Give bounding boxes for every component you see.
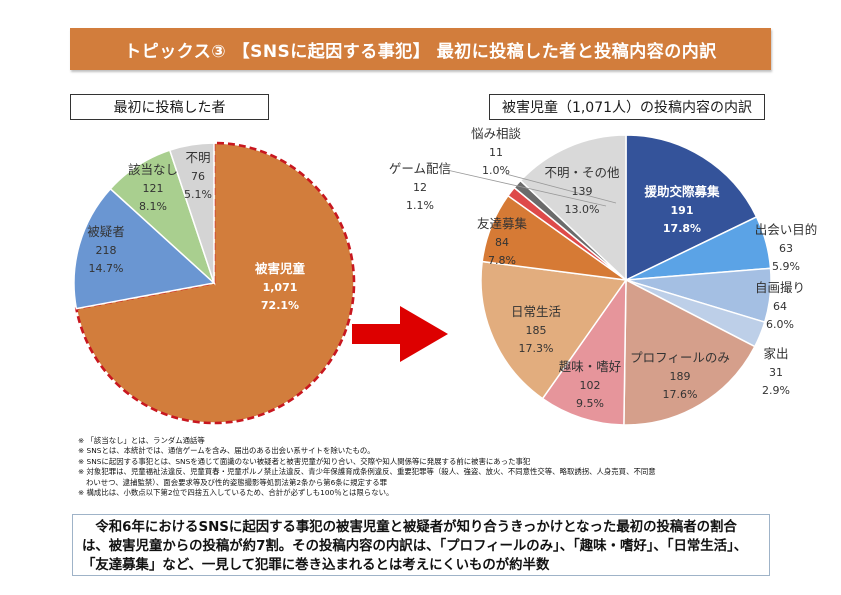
slice-percent: 6.0% — [766, 318, 794, 331]
footnote: ※ 「該当なし」とは、ランダム通話等 — [78, 436, 205, 445]
slice-value: 102 — [580, 379, 601, 392]
slice-label: 自画撮り — [755, 280, 805, 295]
slice-percent: 2.9% — [762, 384, 790, 397]
highlight-border — [74, 141, 356, 425]
footnote: ※ SNSに起因する事犯とは、SNSを通じて面識のない被疑者と被害児童が知り合い… — [78, 456, 531, 466]
slice-value: 191 — [671, 204, 694, 217]
footnote: ※ 構成比は、小数点以下第2位で四捨五入しているため、合計が必ずしも100％とは… — [78, 488, 394, 498]
pie-slice-5 — [541, 277, 627, 426]
pie-slice-4 — [623, 278, 756, 426]
slice-value: 189 — [670, 370, 691, 383]
slice-label: 該当なし — [128, 162, 178, 177]
slice-percent: 17.3% — [519, 342, 554, 355]
slice-label: 不明・その他 — [544, 165, 620, 180]
pie-slice-6 — [480, 260, 628, 400]
slice-value: 11 — [489, 146, 503, 159]
slice-value: 218 — [96, 244, 117, 257]
slice-percent: 7.8% — [488, 254, 516, 267]
slice-percent: 14.7% — [89, 262, 124, 275]
slice-percent: 17.8% — [663, 222, 701, 235]
pie-slice-3 — [168, 142, 215, 284]
slice-value: 84 — [495, 236, 509, 249]
slice-value: 12 — [413, 181, 427, 194]
leader-line — [505, 173, 617, 204]
slice-value: 139 — [572, 185, 593, 198]
slice-label: 趣味・嗜好 — [559, 359, 622, 374]
slice-label: 不明 — [185, 150, 210, 165]
slice-percent: 1.1% — [406, 199, 434, 212]
slice-label: 友達募集 — [477, 216, 528, 231]
summary-box: 令和6年におけるSNSに起因する事犯の被害児童と被疑者が知り合うきっかけとなった… — [72, 514, 770, 576]
pie-slice-1 — [73, 187, 216, 310]
slice-percent: 17.6% — [663, 388, 698, 401]
pie-slice-0 — [625, 134, 758, 282]
slice-percent: 1.0% — [482, 164, 510, 177]
pie-slice-10 — [519, 134, 627, 282]
leader-line — [446, 169, 607, 207]
slice-label: 被害児童 — [255, 261, 306, 276]
slice-label: プロフィールのみ — [630, 350, 730, 365]
footnote: ※ SNSとは、本統計では、通信ゲームを含み、届出のある出会い系サイトを除いたも… — [78, 446, 375, 456]
slice-value: 1,071 — [263, 281, 298, 294]
slice-label: 被疑者 — [87, 224, 125, 239]
page-banner-title: トピックス③ 【SNSに起因する事犯】 最初に投稿した者と投稿内容の内訳 — [70, 28, 771, 70]
slice-value: 121 — [143, 182, 164, 195]
slice-percent: 13.0% — [565, 203, 600, 216]
right-pie-chart: 援助交際募集 191 17.8% 出会い目的 63 5.9% 自画撮り 64 6.0% 家出 31 2… — [389, 126, 818, 426]
footnote: ※ 対象犯罪は、児童福祉法違反、児童買春・児童ポルノ禁止法違反、青少年保護育成条… — [78, 467, 656, 477]
slice-label: 家出 — [763, 346, 788, 361]
slice-label: 援助交際募集 — [644, 184, 720, 199]
right-arrow-icon — [352, 306, 448, 362]
slice-value: 63 — [779, 242, 793, 255]
slice-label: 出会い目的 — [755, 222, 818, 237]
slice-value: 31 — [769, 366, 783, 379]
slice-label: ゲーム配信 — [389, 161, 451, 176]
right-chart-title: 被害児童（1,071人）の投稿内容の内訳 — [489, 94, 765, 120]
slice-percent: 8.1% — [139, 200, 167, 213]
slice-percent: 5.1% — [184, 188, 212, 201]
slice-percent: 5.9% — [772, 260, 800, 273]
slice-percent: 9.5% — [576, 397, 604, 410]
slice-value: 76 — [191, 170, 205, 183]
slice-value: 185 — [526, 324, 547, 337]
slice-label: 日常生活 — [511, 304, 561, 319]
left-pie-chart: 被害児童 1,071 72.1% 被疑者 218 14.7% 該当なし 121 8.1% 不明 76… — [73, 141, 356, 425]
left-chart-title: 最初に投稿した者 — [70, 94, 269, 120]
slice-label: 悩み相談 — [471, 126, 522, 141]
footnote: わいせつ、逮捕監禁）、面会要求等及び性的姿態撮影等処罰法第2条から第6条に規定す… — [86, 477, 388, 487]
slice-percent: 72.1% — [261, 299, 299, 312]
footnotes: ※ 「該当なし」とは、ランダム通話等 ※ SNSとは、本統計では、通信ゲームを含… — [78, 436, 798, 498]
slice-value: 64 — [773, 300, 787, 313]
